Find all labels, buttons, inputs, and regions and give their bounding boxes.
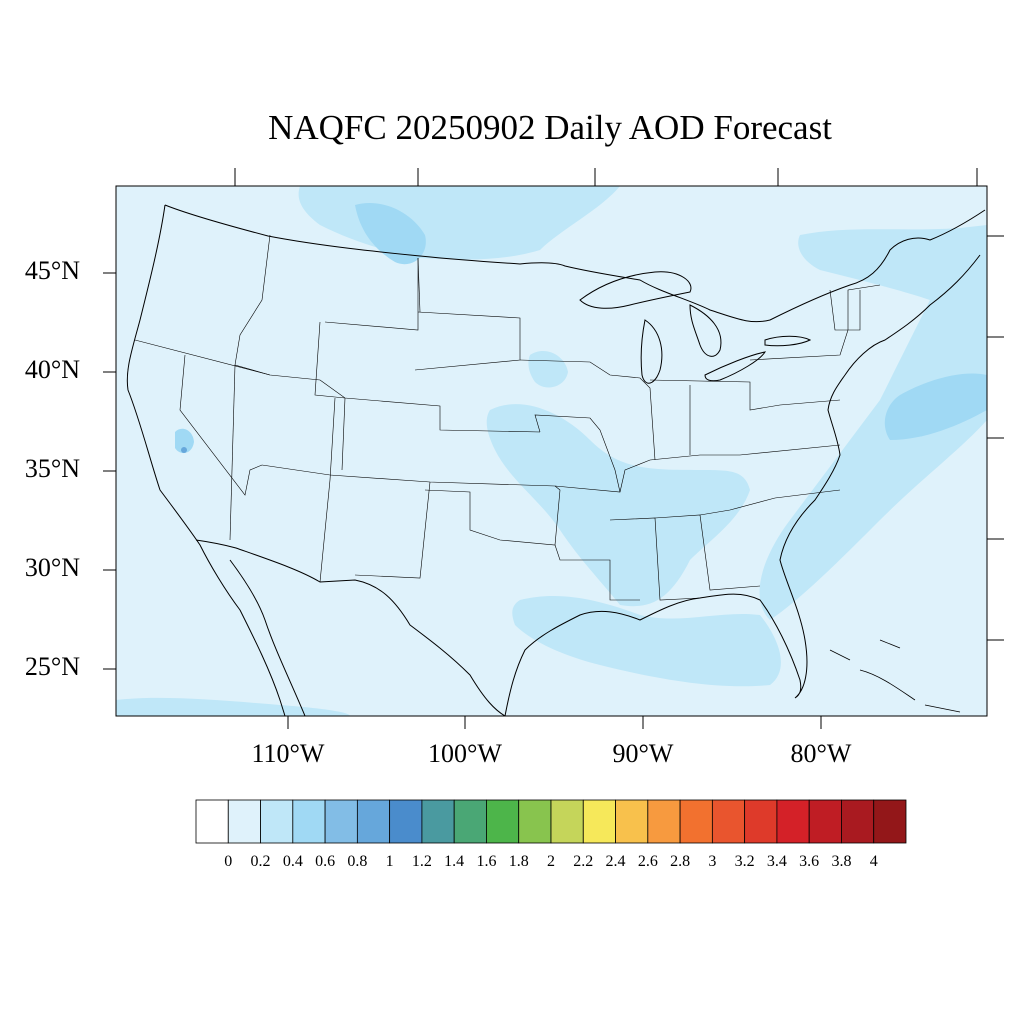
aod-shading [116,186,987,716]
colorbar-label: 0.6 [315,853,335,870]
axis-ticks [103,168,1004,729]
lat-label: 40°N [25,355,80,384]
gulf-of-california-coast [229,559,306,716]
colorbar-swatch [518,799,552,844]
map-frame [115,185,988,717]
colorbar-label: 1.8 [509,853,529,870]
gulf-coastline [504,254,981,716]
colorbar-label: 2.4 [606,853,626,870]
state-boundaries [134,234,881,601]
lake-superior [579,271,692,309]
lake-huron [689,304,722,357]
colorbar-label: 2.8 [670,853,690,870]
colorbar-swatch [550,799,584,844]
lake-michigan [640,319,663,384]
colorbar-label: 1.2 [412,853,432,870]
lake-erie [704,351,767,382]
colorbar-label: 3.6 [799,853,819,870]
aod-region-mississippi [486,404,750,607]
us-mexico-border [195,539,506,716]
colorbar-label: 2.6 [638,853,658,870]
colorbar-swatch [227,799,261,844]
aod-region-iowa [528,351,568,388]
lon-label: 100°W [428,739,502,768]
colorbar-swatch [453,799,487,844]
colorbar-label: 0 [224,853,232,870]
colorbar-swatch [873,799,907,844]
lat-label: 25°N [25,652,80,681]
lat-label: 45°N [25,256,80,285]
aod-region-nevada [175,428,194,454]
colorbar-swatch [582,799,616,844]
lon-label: 110°W [252,739,325,768]
colorbar-label: 1.6 [476,853,496,870]
colorbar-label: 0.2 [251,853,271,870]
colorbar-swatch [195,799,229,844]
colorbar-label: 4 [870,853,878,870]
colorbar-label: 1 [386,853,394,870]
caribbean-islands [829,639,961,713]
colorbar-swatch [389,799,423,844]
pacific-coastline [126,204,286,716]
colorbar-label: 3.4 [767,853,787,870]
colorbar-swatch [776,799,810,844]
map-outlines [126,204,986,716]
colorbar-label: 1.4 [444,853,464,870]
colorbar-swatch [679,799,713,844]
aod-region-south-border [116,697,350,716]
colorbar-swatch [260,799,294,844]
colorbar-label: 2.2 [573,853,593,870]
colorbar-label: 3 [708,853,716,870]
lat-label: 35°N [25,454,80,483]
aod-region-nevada-core [181,447,187,453]
longitude-labels: 110°W 100°W 90°W 80°W [252,739,852,768]
colorbar-label: 2 [547,853,555,870]
aod-region-gulf [512,595,781,687]
aod-region-atlantic [759,225,987,620]
map-title: NAQFC 20250902 Daily AOD Forecast [268,108,832,147]
colorbar-swatch [841,799,875,844]
colorbar-label: 3.2 [735,853,755,870]
colorbar-swatch [711,799,746,844]
colorbar-label: 0.8 [347,853,367,870]
us-canada-border [164,204,986,323]
lon-label: 80°W [791,739,852,768]
colorbar-label: 0.4 [283,853,303,870]
aod-region-atlantic-core [884,373,987,440]
aod-region-montana-core [355,203,426,265]
colorbar-swatch [647,799,681,844]
colorbar-swatch [324,799,358,844]
colorbar-swatch [421,799,455,844]
colorbar: 0 0.2 0.4 0.6 0.8 1 1.2 1.4 1.6 1.8 2 2.2 2.4 2.6 2.8 3… [195,799,907,870]
colorbar-swatch [292,799,326,844]
latitude-labels: 45°N 40°N 35°N 30°N 25°N [25,256,80,681]
lat-label: 30°N [25,553,80,582]
lake-ontario [764,335,812,347]
colorbar-swatch [486,799,520,844]
colorbar-swatch [808,799,842,844]
lon-label: 90°W [613,739,674,768]
colorbar-label: 3.8 [831,853,851,870]
colorbar-swatch [615,799,649,844]
colorbar-swatch [744,799,778,844]
colorbar-swatch [356,799,391,844]
